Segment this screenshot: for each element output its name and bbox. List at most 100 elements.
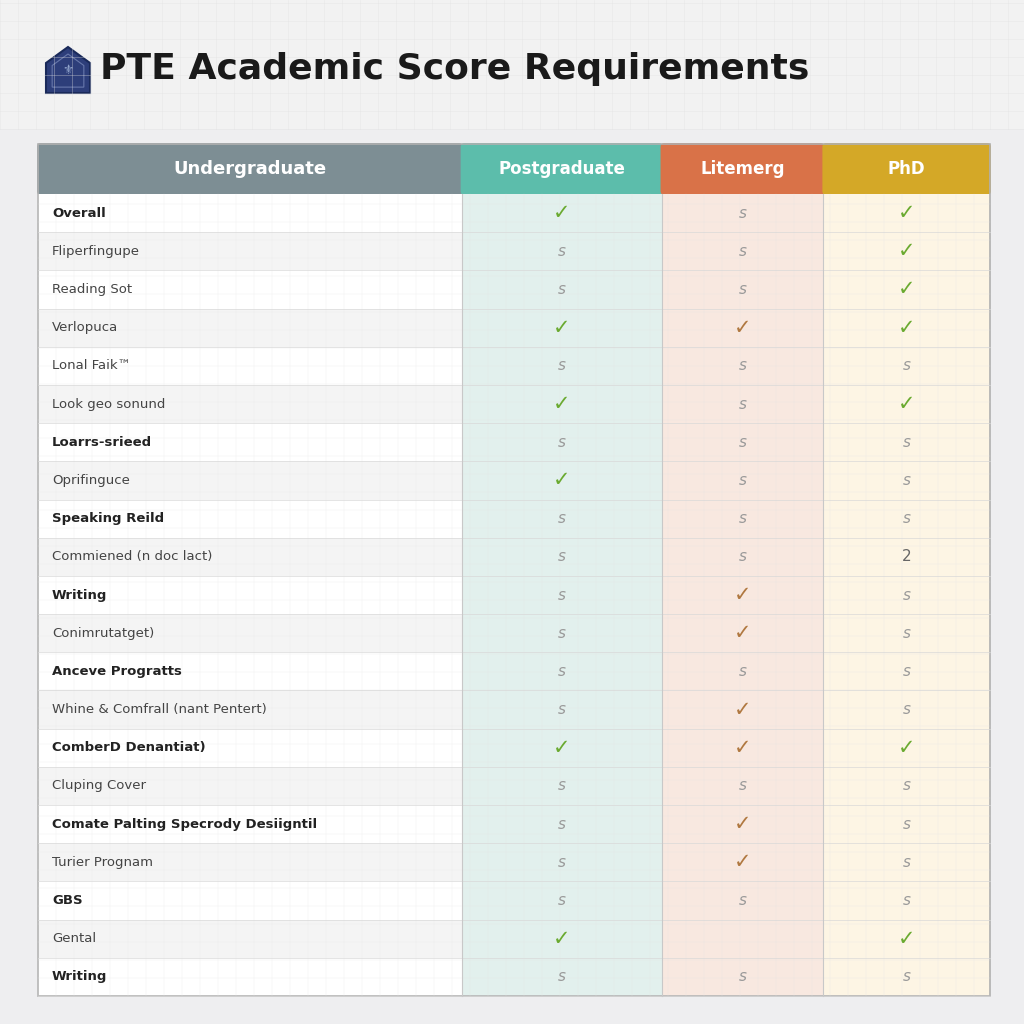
Text: ✓: ✓ [734, 852, 752, 872]
Bar [823, 690, 990, 729]
Text: Anceve Progratts: Anceve Progratts [52, 665, 182, 678]
Bar [38, 194, 462, 232]
Bar [0, 0, 1024, 129]
Text: s: s [903, 435, 910, 450]
Text: s: s [903, 664, 910, 679]
Text: s: s [558, 435, 565, 450]
Bar [38, 690, 462, 729]
Bar [662, 805, 823, 843]
Text: s: s [558, 893, 565, 908]
Text: s: s [903, 473, 910, 487]
Text: s: s [738, 358, 746, 374]
Bar [662, 423, 823, 462]
Text: s: s [738, 282, 746, 297]
Bar [662, 308, 823, 347]
Bar [38, 575, 462, 614]
Text: s: s [558, 244, 565, 259]
Bar [38, 957, 462, 996]
Bar [462, 194, 662, 232]
Text: ✓: ✓ [898, 280, 915, 299]
Text: s: s [903, 588, 910, 602]
Text: Whine & Comfrall (nant Pentert): Whine & Comfrall (nant Pentert) [52, 703, 266, 716]
Bar [462, 614, 662, 652]
Bar [462, 423, 662, 462]
Text: Cluping Cover: Cluping Cover [52, 779, 146, 793]
Bar [823, 575, 990, 614]
Bar [462, 347, 662, 385]
Bar [823, 500, 990, 538]
Bar [662, 347, 823, 385]
Text: ✓: ✓ [553, 737, 570, 758]
Bar [38, 308, 462, 347]
Bar [823, 462, 990, 500]
Bar [462, 843, 662, 882]
Bar [662, 767, 823, 805]
Text: ✓: ✓ [898, 737, 915, 758]
Text: Gental: Gental [52, 932, 96, 945]
Bar [662, 270, 823, 308]
Text: s: s [558, 549, 565, 564]
Bar [462, 500, 662, 538]
Text: ComberD Denantiat): ComberD Denantiat) [52, 741, 206, 755]
Bar [38, 462, 462, 500]
Text: Litemerg: Litemerg [700, 160, 784, 178]
Text: s: s [738, 778, 746, 794]
Text: s: s [903, 893, 910, 908]
Text: ✓: ✓ [898, 242, 915, 261]
Text: Postgraduate: Postgraduate [498, 160, 625, 178]
Text: s: s [558, 626, 565, 641]
Text: ✓: ✓ [734, 585, 752, 605]
Bar [462, 882, 662, 920]
Bar [38, 767, 462, 805]
Bar [662, 462, 823, 500]
Bar [38, 729, 462, 767]
FancyBboxPatch shape [461, 143, 663, 195]
FancyBboxPatch shape [37, 143, 463, 195]
Text: s: s [738, 893, 746, 908]
Text: Reading Sot: Reading Sot [52, 283, 132, 296]
Bar [462, 385, 662, 423]
Text: s: s [903, 702, 910, 717]
Bar [662, 500, 823, 538]
Bar [662, 957, 823, 996]
Bar [38, 652, 462, 690]
Bar [462, 920, 662, 957]
Text: ✓: ✓ [734, 317, 752, 338]
Bar [823, 423, 990, 462]
Text: ✓: ✓ [553, 394, 570, 414]
Text: s: s [738, 970, 746, 984]
Bar [662, 652, 823, 690]
Bar [38, 347, 462, 385]
Text: Look geo sonund: Look geo sonund [52, 397, 165, 411]
Text: Fliperfingupe: Fliperfingupe [52, 245, 140, 258]
Bar [462, 270, 662, 308]
Text: ✓: ✓ [734, 737, 752, 758]
Text: s: s [558, 588, 565, 602]
Text: Undergraduate: Undergraduate [173, 160, 327, 178]
Text: Speaking Reild: Speaking Reild [52, 512, 164, 525]
Bar [38, 385, 462, 423]
Text: ✓: ✓ [553, 929, 570, 948]
Bar [38, 614, 462, 652]
Bar [823, 920, 990, 957]
Text: s: s [903, 358, 910, 374]
Text: s: s [558, 855, 565, 869]
Text: s: s [558, 664, 565, 679]
Bar [823, 232, 990, 270]
Text: s: s [558, 817, 565, 831]
Bar [662, 194, 823, 232]
Bar [38, 232, 462, 270]
Text: Lonal Faik™: Lonal Faik™ [52, 359, 131, 373]
Text: ✓: ✓ [898, 317, 915, 338]
FancyBboxPatch shape [822, 143, 991, 195]
Bar [462, 652, 662, 690]
Text: ✓: ✓ [898, 929, 915, 948]
Bar [662, 690, 823, 729]
Text: Writing: Writing [52, 589, 108, 601]
Text: ✓: ✓ [553, 203, 570, 223]
Bar [662, 575, 823, 614]
Bar [462, 232, 662, 270]
Bar [38, 144, 990, 996]
Text: GBS: GBS [52, 894, 83, 907]
Bar [662, 843, 823, 882]
